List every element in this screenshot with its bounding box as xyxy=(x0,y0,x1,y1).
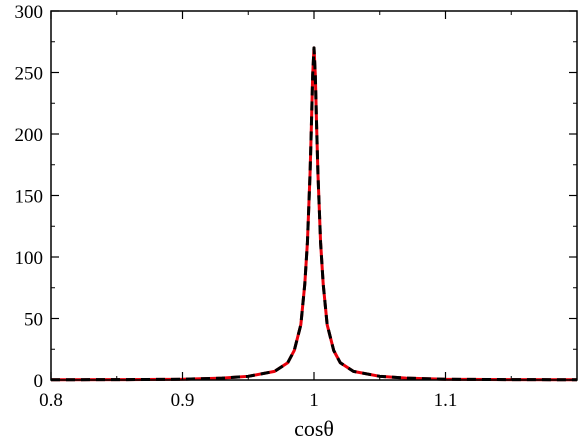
y-tick-label: 0 xyxy=(34,371,44,392)
series-line-red xyxy=(50,46,578,382)
series-line-black-dashed xyxy=(50,46,578,382)
x-tick-label: 1.1 xyxy=(434,390,458,411)
series-layer xyxy=(50,46,578,382)
y-tick-label: 300 xyxy=(15,2,44,23)
x-tick-label: 1 xyxy=(309,390,319,411)
x-tick-label: 0.9 xyxy=(171,390,195,411)
x-axis-label: cosθ xyxy=(294,416,334,441)
y-tick-label: 250 xyxy=(15,64,44,85)
y-tick-label: 100 xyxy=(15,248,44,269)
x-tick-label: 0.8 xyxy=(39,390,63,411)
y-tick-label: 200 xyxy=(15,125,44,146)
y-tick-label: 150 xyxy=(15,187,44,208)
y-tick-label: 50 xyxy=(24,310,43,331)
plot-frame xyxy=(50,10,578,381)
